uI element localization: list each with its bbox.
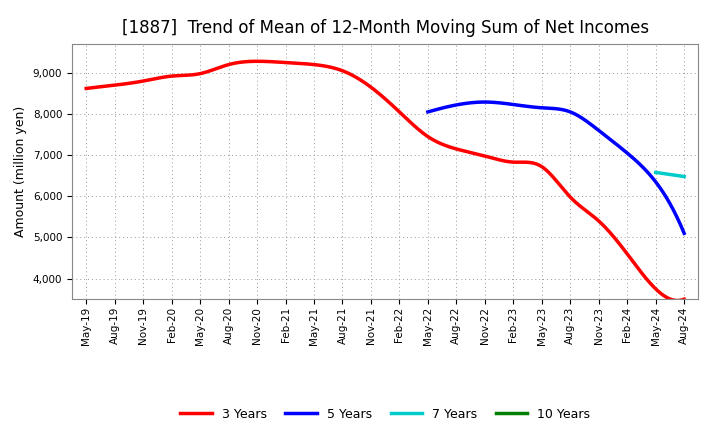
Title: [1887]  Trend of Mean of 12-Month Moving Sum of Net Incomes: [1887] Trend of Mean of 12-Month Moving …	[122, 19, 649, 37]
Y-axis label: Amount (million yen): Amount (million yen)	[14, 106, 27, 237]
Legend: 3 Years, 5 Years, 7 Years, 10 Years: 3 Years, 5 Years, 7 Years, 10 Years	[176, 403, 595, 425]
